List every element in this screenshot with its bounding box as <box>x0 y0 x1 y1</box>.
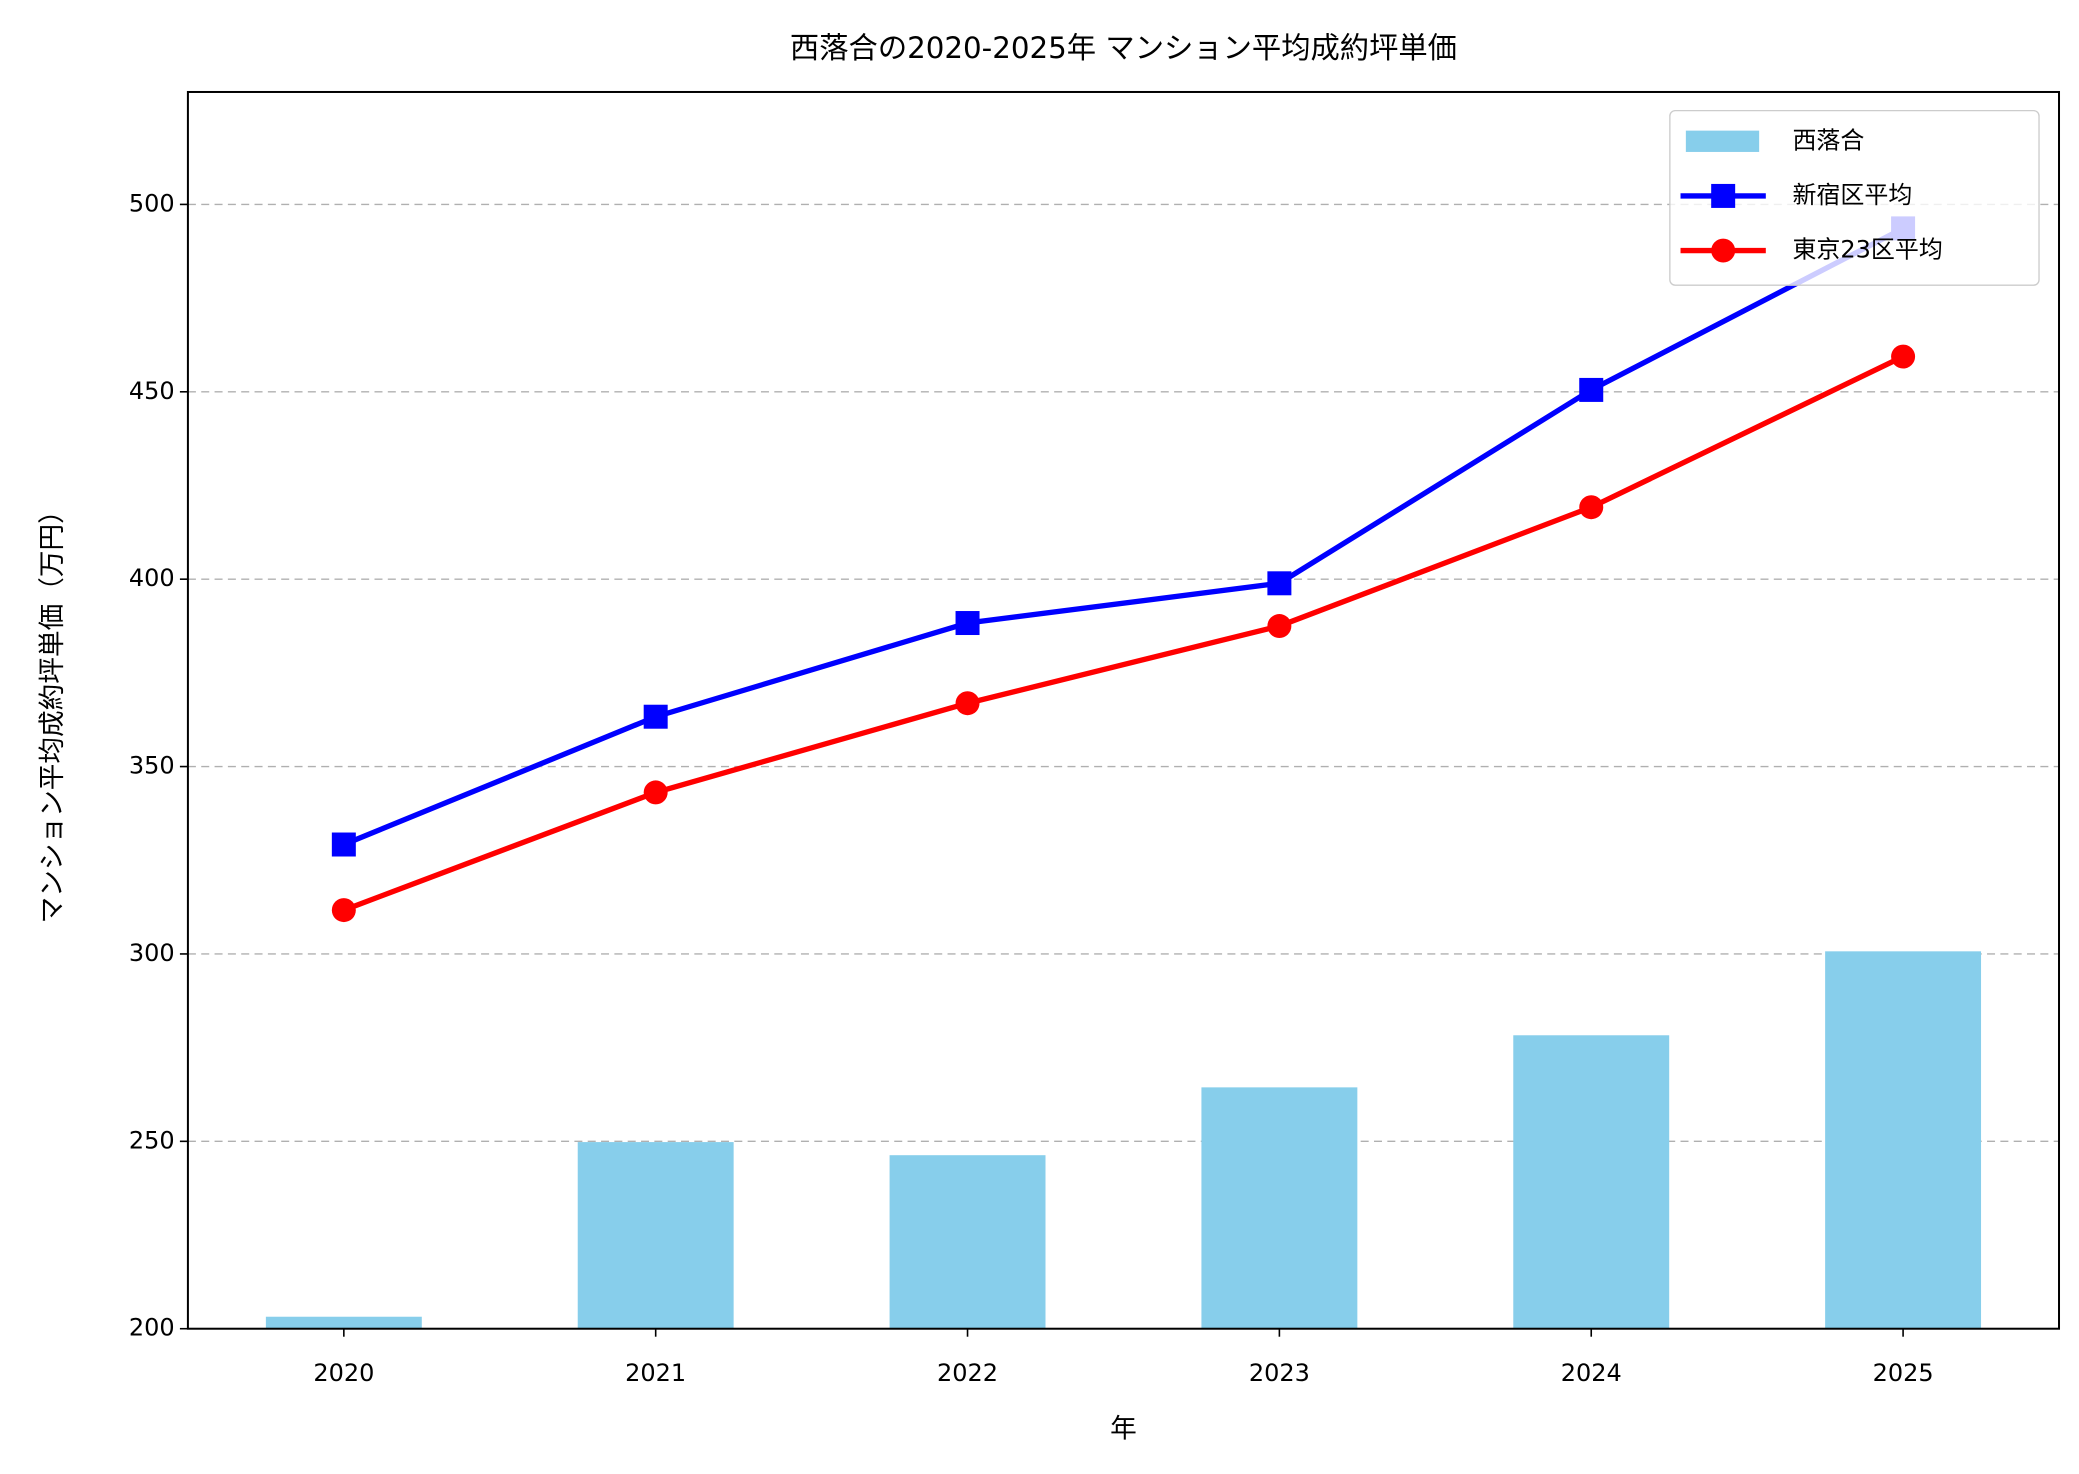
point <box>331 832 356 857</box>
point <box>1267 614 1292 639</box>
y-tick-label: 300 <box>129 939 175 967</box>
y-tick-label: 250 <box>129 1126 175 1154</box>
bar <box>265 1316 422 1329</box>
point <box>1579 377 1604 402</box>
bar <box>577 1142 734 1329</box>
legend-marker <box>1711 183 1736 208</box>
y-tick-label: 350 <box>129 752 175 780</box>
point <box>643 704 668 729</box>
x-tick-label: 2022 <box>937 1359 998 1387</box>
x-tick-label: 2024 <box>1561 1359 1622 1387</box>
chart-title: 西落合の2020-2025年 マンション平均成約坪単価 <box>790 31 1457 65</box>
plot-frame <box>186 90 2061 1330</box>
legend-swatch <box>1685 130 1760 152</box>
y-tick-label: 500 <box>129 189 175 217</box>
point <box>643 780 668 805</box>
x-tick-label: 2021 <box>625 1359 686 1387</box>
bar <box>889 1155 1046 1329</box>
y-axis-label: マンション平均成約坪単価（万円） <box>37 497 68 923</box>
legend-label: 新宿区平均 <box>1792 181 1912 209</box>
bar <box>1201 1087 1358 1329</box>
legend-label: 西落合 <box>1792 126 1864 154</box>
x-axis-label: 年 <box>1110 1414 1137 1445</box>
x-tick-label: 2020 <box>313 1359 374 1387</box>
bar <box>1825 951 1982 1329</box>
point <box>1267 571 1292 596</box>
y-tick-label: 450 <box>129 377 175 405</box>
y-tick-label: 200 <box>129 1314 175 1342</box>
legend-box <box>1669 109 2040 286</box>
point <box>955 691 980 716</box>
bar <box>1513 1035 1670 1329</box>
line <box>342 226 1905 847</box>
legend-marker <box>1711 238 1736 263</box>
point <box>331 898 356 923</box>
point <box>1891 344 1916 369</box>
point <box>1579 495 1604 520</box>
y-tick-label: 400 <box>129 564 175 592</box>
x-tick-label: 2025 <box>1873 1359 1934 1387</box>
point <box>955 611 980 636</box>
x-tick-label: 2023 <box>1249 1359 1310 1387</box>
legend-label: 東京23区平均 <box>1792 236 1942 264</box>
line <box>342 354 1905 913</box>
